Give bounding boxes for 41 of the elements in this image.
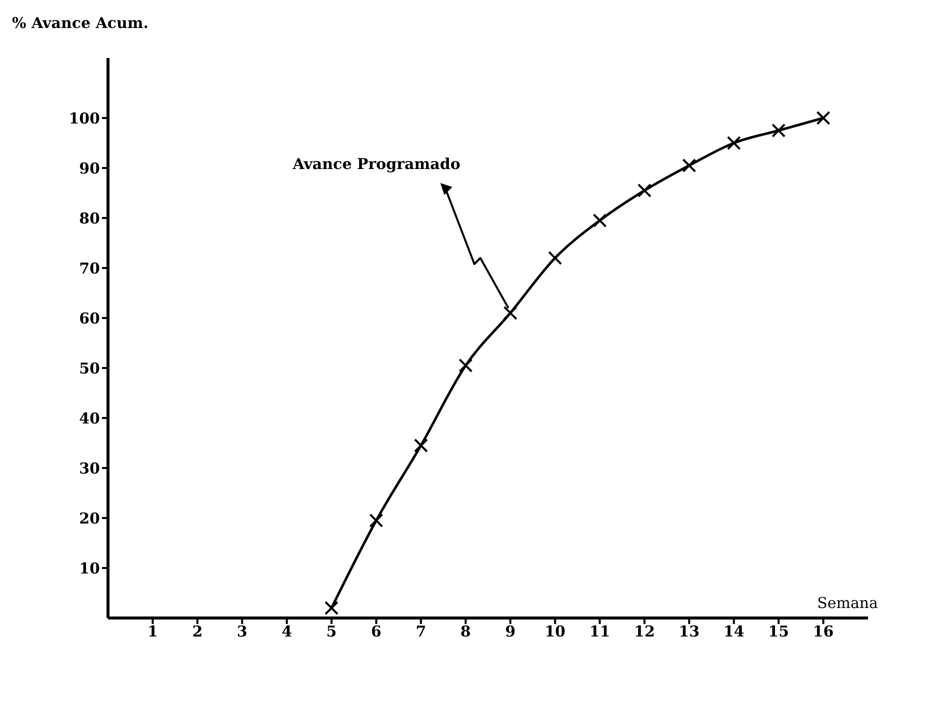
point xyxy=(548,251,562,265)
y-axis-title: % Avance Acum. xyxy=(12,14,149,32)
y-tick-label: 100 xyxy=(68,109,100,128)
point xyxy=(816,111,830,125)
x-tick-label: 11 xyxy=(589,622,610,641)
x-tick-label: 12 xyxy=(634,622,655,641)
y-tick-label: 20 xyxy=(79,509,100,528)
y-tick-label: 90 xyxy=(79,159,100,178)
x-tick-label: 2 xyxy=(192,622,203,641)
x-tick-label: 8 xyxy=(460,622,471,641)
point xyxy=(682,158,696,172)
y-tick-label: 30 xyxy=(79,459,100,478)
x-tick-label: 10 xyxy=(544,622,566,641)
x-tick-label: 14 xyxy=(723,622,744,641)
y-tick-label: 10 xyxy=(79,559,100,578)
point xyxy=(726,136,741,150)
y-tick-label: 70 xyxy=(79,259,100,278)
point xyxy=(592,214,607,228)
annotation: Avance Programado xyxy=(292,155,460,173)
point xyxy=(369,514,384,528)
x-tick-label: 1 xyxy=(147,622,158,641)
point xyxy=(324,601,339,615)
y-tick-label: 50 xyxy=(79,359,100,378)
x-tick-label: 6 xyxy=(371,622,382,641)
y-tick-label: 80 xyxy=(79,209,100,228)
point xyxy=(503,306,518,320)
y-tick-label: 40 xyxy=(79,409,100,428)
x-tick-label: 9 xyxy=(505,622,516,641)
x-tick-label: 7 xyxy=(416,622,426,641)
point xyxy=(637,184,652,198)
x-tick-label: 3 xyxy=(236,622,248,641)
point xyxy=(458,358,473,372)
point xyxy=(772,124,786,138)
x-axis-title: Semana xyxy=(817,594,878,612)
x-tick-label: 15 xyxy=(768,622,790,641)
x-tick-label: 4 xyxy=(282,622,292,641)
x-tick-label: 16 xyxy=(812,622,834,641)
x-tick-label: 5 xyxy=(326,622,337,641)
y-tick-label: 60 xyxy=(79,309,100,328)
x-tick-label: 13 xyxy=(678,622,700,641)
point xyxy=(414,438,428,452)
